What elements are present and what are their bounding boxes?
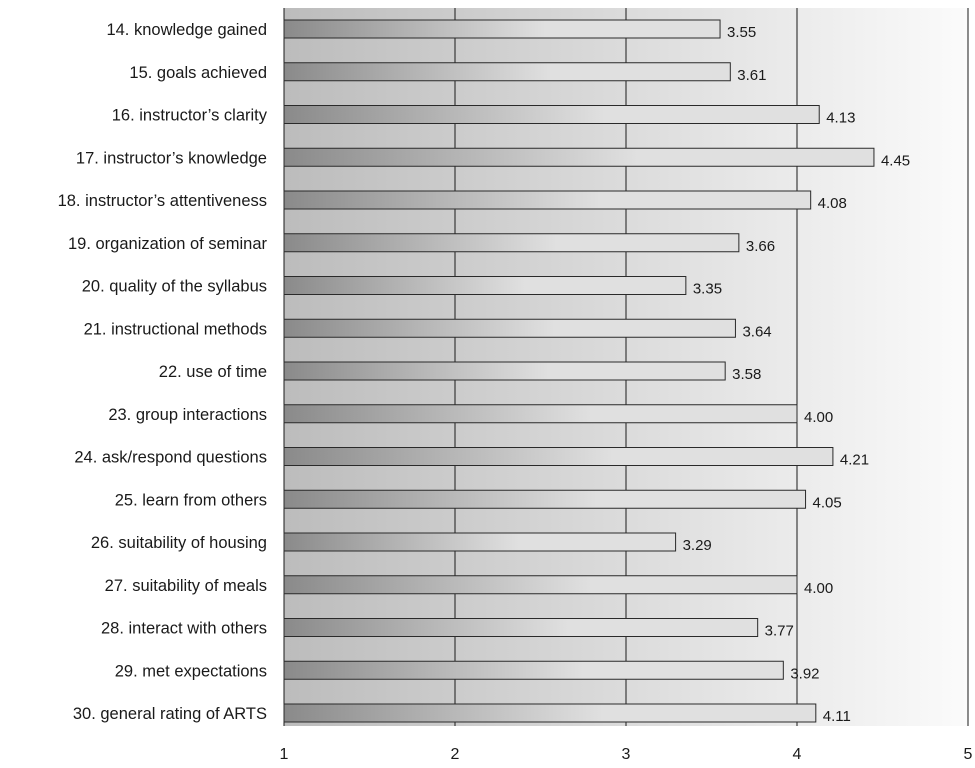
value-label: 3.92: [790, 665, 819, 682]
x-tick-label: 3: [622, 746, 631, 763]
bar: [283, 532, 677, 552]
bar: [283, 190, 812, 210]
x-tick-label: 4: [793, 746, 802, 763]
category-label: 21. instructional methods: [84, 320, 267, 338]
bar: [283, 318, 736, 338]
value-label: 3.58: [732, 366, 761, 383]
category-label: 22. use of time: [159, 363, 267, 381]
value-label: 4.45: [881, 152, 910, 169]
value-label: 3.55: [727, 24, 756, 41]
x-tick-label: 2: [451, 746, 460, 763]
value-label: 4.05: [813, 494, 842, 511]
category-label: 24. ask/respond questions: [74, 449, 267, 467]
x-axis-ticks: 1 2 3 4 5: [280, 746, 973, 763]
value-labels: 3.55 3.61 4.13 4.45 4.08 3.66 3.35 3.64 3.58 4.00…: [683, 24, 911, 725]
bar: [283, 19, 721, 39]
bar: [283, 105, 820, 124]
value-label: 3.64: [742, 323, 771, 340]
value-label: 3.66: [746, 238, 775, 255]
bar: [283, 147, 875, 167]
bar: [283, 361, 726, 381]
category-labels: 14. knowledge gained 15. goals achieved 16…: [58, 21, 268, 723]
category-label: 30. general rating of ARTS: [73, 705, 267, 723]
x-tick-label: 1: [280, 746, 289, 763]
category-label: 28. interact with others: [101, 620, 267, 638]
bar: [283, 276, 687, 295]
value-label: 4.08: [818, 195, 847, 212]
bar: [283, 447, 834, 466]
category-label: 15. goals achieved: [129, 64, 267, 82]
value-label: 3.35: [693, 281, 722, 298]
value-label: 3.77: [765, 623, 794, 640]
category-label: 23. group interactions: [108, 406, 267, 424]
x-tick-label: 5: [964, 746, 973, 763]
value-label: 4.00: [804, 409, 833, 426]
bar: [283, 404, 798, 424]
bar: [283, 660, 784, 680]
value-label: 4.13: [826, 110, 855, 127]
category-label: 20. quality of the syllabus: [82, 278, 267, 296]
category-label: 26. suitability of housing: [91, 534, 267, 552]
category-label: 29. met expectations: [115, 662, 267, 680]
category-label: 25. learn from others: [115, 491, 267, 509]
bar: [283, 703, 817, 723]
bar: [283, 62, 731, 82]
value-label: 4.21: [840, 452, 869, 469]
bar: [283, 233, 740, 253]
bars: [283, 19, 875, 723]
category-label: 16. instructor’s clarity: [112, 107, 268, 125]
category-label: 19. organization of seminar: [68, 235, 268, 253]
category-label: 18. instructor’s attentiveness: [58, 192, 267, 210]
value-label: 3.29: [683, 537, 712, 554]
bar: [283, 489, 807, 509]
value-label: 4.11: [823, 708, 851, 725]
value-label: 3.61: [737, 67, 766, 84]
value-label: 4.00: [804, 580, 833, 597]
bar: [283, 618, 759, 637]
category-label: 17. instructor’s knowledge: [76, 149, 267, 167]
bar: [283, 575, 798, 595]
category-label: 14. knowledge gained: [106, 21, 267, 39]
category-label: 27. suitability of meals: [105, 577, 267, 595]
